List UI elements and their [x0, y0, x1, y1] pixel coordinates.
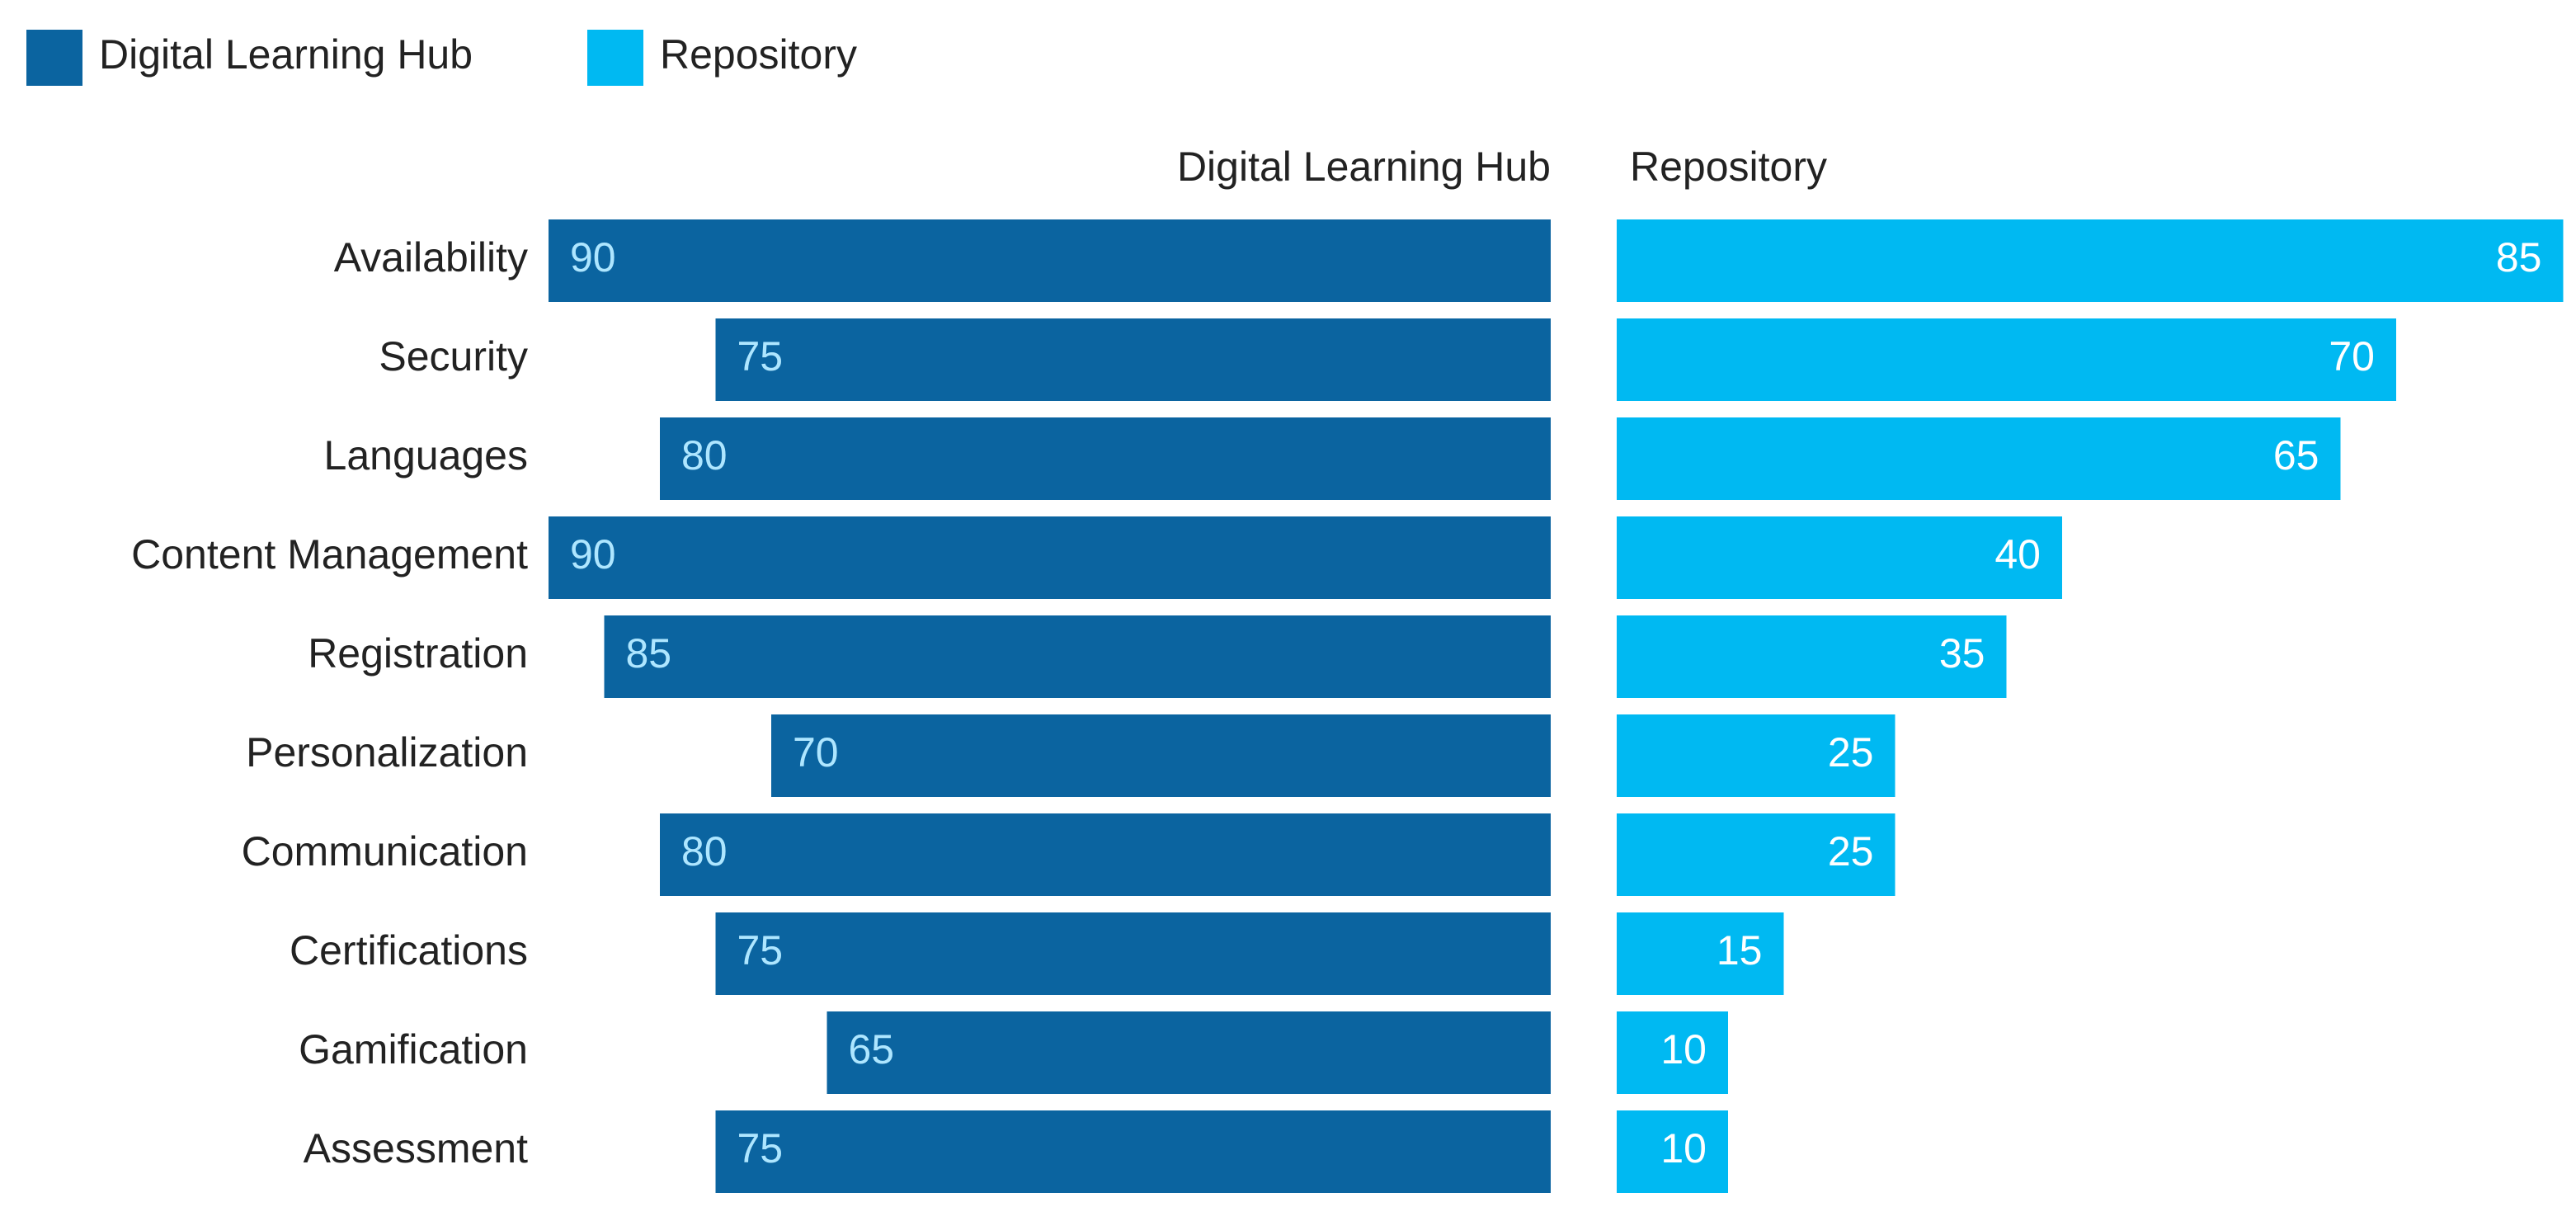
bar: [660, 417, 1551, 500]
category-label: Certifications: [290, 927, 528, 974]
bar: [1617, 1011, 1728, 1094]
bar: [826, 1011, 1551, 1094]
data-label: 75: [737, 927, 784, 974]
bar: [1617, 1110, 1728, 1193]
bar: [549, 516, 1551, 599]
category-label: Languages: [324, 432, 528, 478]
data-label: 35: [1939, 630, 1985, 676]
data-label: 70: [2329, 333, 2375, 380]
legend-label: Repository: [660, 31, 857, 78]
data-label: 65: [849, 1026, 895, 1072]
bar: [1617, 417, 2341, 500]
bar: [1617, 714, 1896, 797]
category-label: Gamification: [299, 1026, 528, 1072]
data-label: 75: [737, 1125, 784, 1172]
data-label: 85: [626, 630, 672, 676]
legend-swatch: [26, 30, 82, 86]
category-label: Assessment: [304, 1125, 528, 1172]
bar: [715, 1110, 1551, 1193]
legend-label: Digital Learning Hub: [99, 31, 473, 78]
data-label: 85: [2496, 234, 2542, 280]
data-label: 90: [570, 234, 616, 280]
bar: [1617, 318, 2396, 401]
bar: [715, 318, 1551, 401]
category-label: Security: [379, 333, 528, 380]
category-label: Personalization: [246, 729, 528, 776]
data-label: 65: [2273, 432, 2319, 478]
data-label: 80: [681, 432, 728, 478]
data-label: 70: [793, 729, 839, 776]
data-label: 10: [1660, 1026, 1707, 1072]
bar: [604, 615, 1551, 698]
data-label: 40: [1994, 531, 2041, 578]
category-label: Registration: [308, 630, 528, 676]
bar: [1617, 516, 2062, 599]
bar: [549, 219, 1551, 302]
bar: [1617, 219, 2564, 302]
bar: [660, 813, 1551, 896]
bar: [771, 714, 1551, 797]
data-label: 25: [1828, 828, 1874, 874]
data-label: 15: [1717, 927, 1763, 974]
bar: [715, 912, 1551, 995]
data-label: 80: [681, 828, 728, 874]
data-label: 90: [570, 531, 616, 578]
bar: [1617, 615, 2007, 698]
data-label: 10: [1660, 1125, 1707, 1172]
category-label: Communication: [242, 828, 528, 874]
category-label: Availability: [334, 234, 528, 280]
data-label: 25: [1828, 729, 1874, 776]
legend-swatch: [587, 30, 643, 86]
bar: [1617, 912, 1784, 995]
panel-heading: Digital Learning Hub: [1177, 144, 1551, 190]
panel-heading: Repository: [1630, 144, 1827, 190]
bar: [1617, 813, 1896, 896]
category-label: Content Management: [131, 531, 528, 578]
data-label: 75: [737, 333, 784, 380]
